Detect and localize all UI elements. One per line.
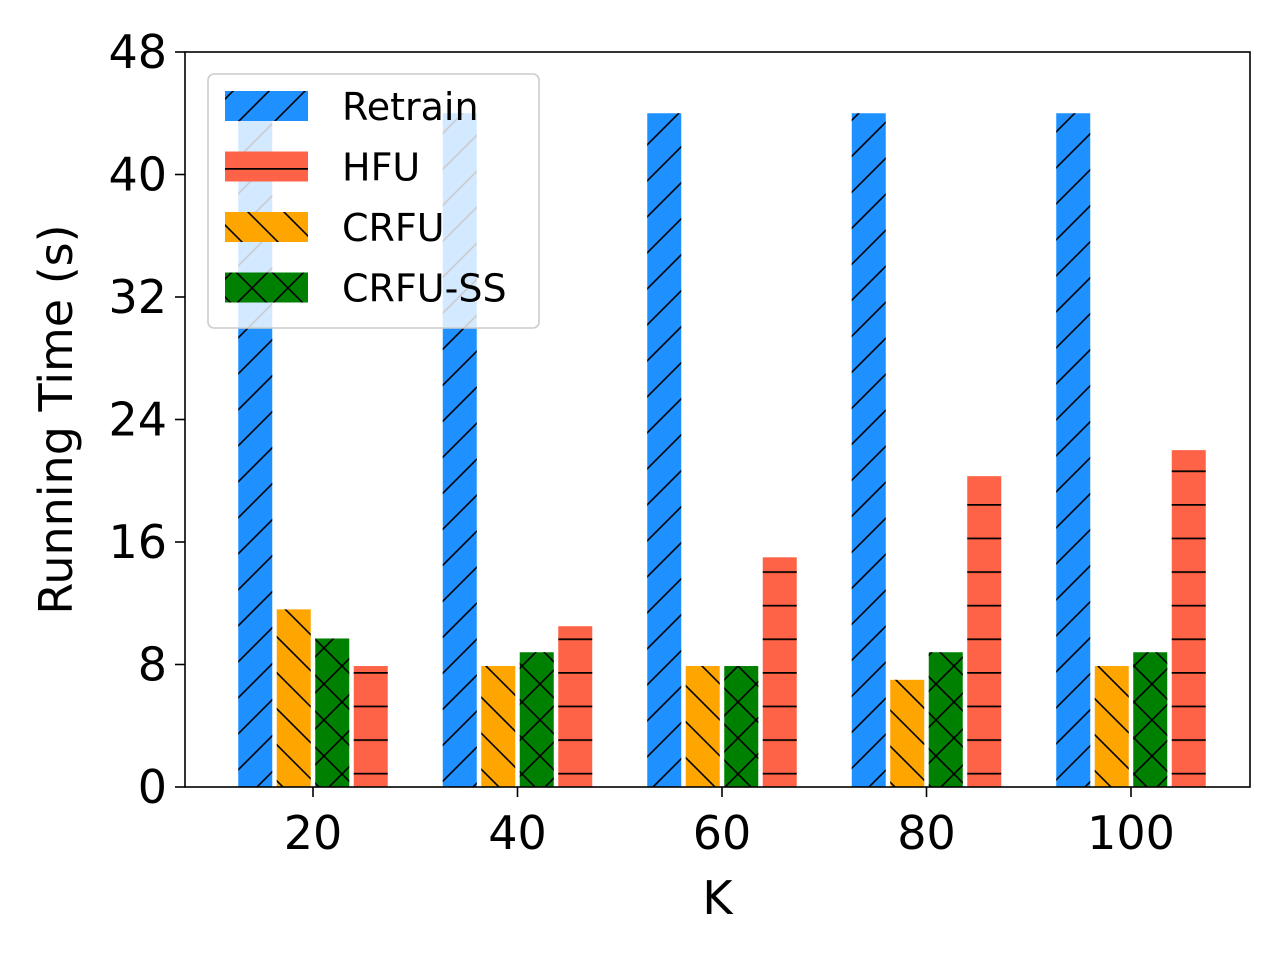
x-tick-label: 80 (897, 806, 956, 860)
bar-crfu-ss-40 (519, 652, 554, 787)
legend-label: CRFU (342, 206, 445, 250)
bar-hatch (1133, 652, 1168, 787)
bar-crfu-ss-60 (724, 666, 759, 787)
y-tick-label: 24 (108, 393, 167, 447)
bar-crfu-ss-80 (928, 652, 963, 787)
legend-label: HFU (342, 146, 420, 190)
bar-hatch (353, 666, 388, 787)
axes-layer: 0 8 16 24 32 40 48 20 40 60 80 100 K Running Time (s) (29, 25, 1251, 925)
bar-hatch (1056, 113, 1091, 787)
y-tick-label: 8 (138, 638, 167, 692)
bar-crfu-40 (481, 666, 516, 787)
bar-hatch (1094, 666, 1129, 787)
bar-hatch (851, 113, 886, 787)
legend-box (207, 73, 540, 329)
bar-crfu-ss-20 (315, 638, 350, 787)
x-tick-label: 40 (488, 806, 547, 860)
bar-hatch (315, 638, 350, 787)
bar-hatch (558, 626, 593, 787)
legend-item-crfu: CRFU (225, 206, 445, 250)
bar-crfu-20 (276, 609, 311, 787)
bar-crfu-60 (685, 666, 720, 787)
y-tick-label: 48 (108, 25, 167, 79)
legend-label: Retrain (342, 85, 479, 129)
legend-item-retrain: Retrain (225, 85, 479, 129)
bar-retrain-100 (1056, 113, 1091, 787)
bar-hfu-20 (353, 666, 388, 787)
legend-swatch-hatch (225, 91, 308, 121)
bar-hatch (647, 113, 682, 787)
x-tick-label: 100 (1087, 806, 1175, 860)
legend-swatch-hatch (225, 212, 308, 242)
bar-hfu-80 (967, 476, 1002, 787)
legend: Retrain HFU CRFU CRFU-SS (207, 73, 540, 329)
bar-crfu-ss-100 (1133, 652, 1168, 787)
bar-hatch (762, 557, 797, 787)
bar-retrain-80 (851, 113, 886, 787)
bar-hatch (928, 652, 963, 787)
bar-hfu-60 (762, 557, 797, 787)
y-axis-label: Running Time (s) (29, 224, 83, 614)
x-tick-label: 20 (284, 806, 343, 860)
bar-retrain-60 (647, 113, 682, 787)
y-tick-label: 32 (108, 270, 167, 324)
bar-hatch (685, 666, 720, 787)
legend-swatch-hatch (225, 151, 308, 182)
bar-hatch (276, 609, 311, 787)
legend-swatch-hatch (225, 272, 308, 303)
legend-item-crfu-ss: CRFU-SS (225, 267, 507, 311)
bar-crfu-100 (1094, 666, 1129, 787)
bar-hatch (1171, 450, 1206, 787)
legend-label: CRFU-SS (342, 267, 507, 311)
bar-hatch (481, 666, 516, 787)
bar-hatch (967, 476, 1002, 787)
bar-hfu-40 (558, 626, 593, 787)
legend-item-hfu: HFU (225, 146, 420, 190)
bar-hfu-100 (1171, 450, 1206, 787)
bar-hatch (519, 652, 554, 787)
y-tick-label: 0 (138, 760, 167, 814)
x-axis-label: K (702, 871, 734, 925)
y-tick-label: 40 (108, 148, 167, 202)
x-tick-label: 60 (693, 806, 752, 860)
bar-crfu-80 (890, 679, 925, 787)
bar-hatch (890, 679, 925, 787)
bar-hatch (724, 666, 759, 787)
y-tick-label: 16 (108, 515, 167, 569)
